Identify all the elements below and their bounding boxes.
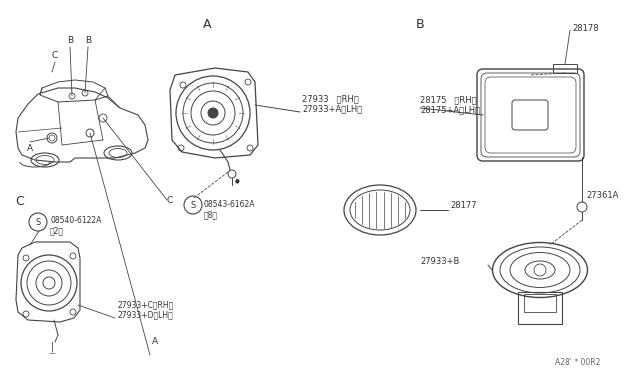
Text: B: B [67, 35, 73, 45]
Text: 28177: 28177 [450, 201, 477, 209]
Text: 27361A: 27361A [586, 190, 618, 199]
Circle shape [534, 264, 546, 276]
Text: B: B [416, 18, 424, 31]
Text: S: S [35, 218, 40, 227]
Circle shape [208, 108, 218, 118]
Text: 27933+C（RH）
27933+D（LH）: 27933+C（RH） 27933+D（LH） [117, 300, 173, 320]
Text: 28178: 28178 [572, 23, 598, 32]
Text: A28' * 00R2: A28' * 00R2 [555, 358, 600, 367]
Text: C: C [167, 196, 173, 205]
Bar [553, 64, 577, 73]
Text: C: C [52, 51, 58, 60]
Text: 27933   （RH）
27933+A（LH）: 27933 （RH） 27933+A（LH） [302, 94, 362, 114]
Text: ●: ● [235, 178, 240, 183]
Bar [524, 294, 556, 312]
Circle shape [43, 277, 55, 289]
Text: A: A [203, 18, 211, 31]
Circle shape [228, 170, 236, 178]
Text: S: S [190, 201, 196, 209]
Text: —: — [49, 350, 56, 356]
Text: B: B [85, 35, 91, 45]
Text: 28175   （RH）
28175+A（LH）: 28175 （RH） 28175+A（LH） [420, 95, 480, 115]
Text: 08540-6122A
（2）: 08540-6122A （2） [50, 216, 101, 235]
Text: 08543-6162A
（8）: 08543-6162A （8） [204, 200, 255, 219]
Text: A: A [27, 144, 33, 153]
Text: |: | [51, 342, 54, 353]
Text: A: A [152, 337, 158, 346]
Text: C: C [15, 195, 24, 208]
Text: 27933+B: 27933+B [420, 257, 460, 266]
